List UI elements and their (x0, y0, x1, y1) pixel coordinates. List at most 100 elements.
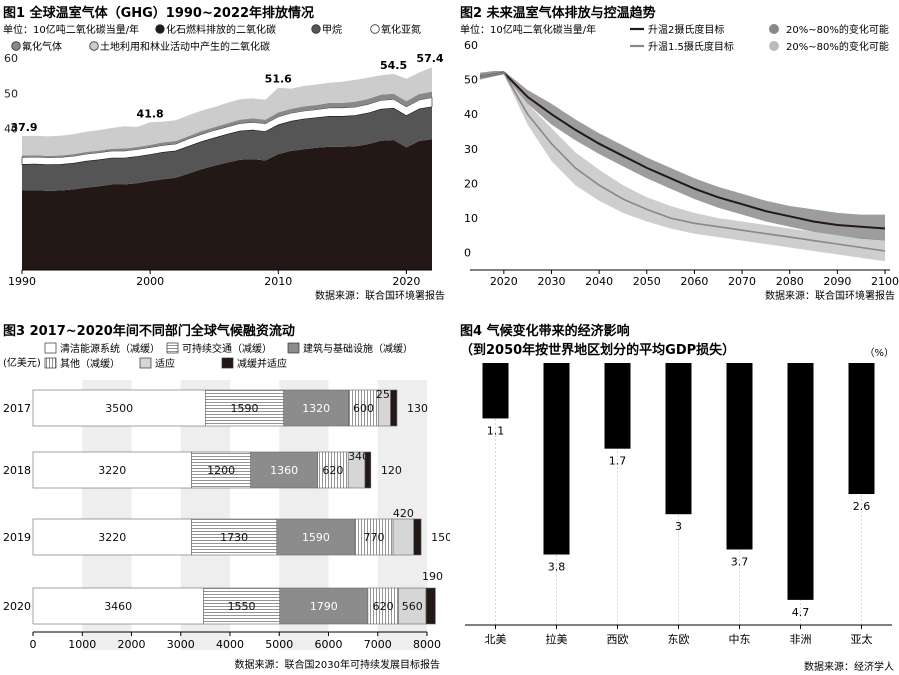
chart3-unit: (亿美元) (3, 356, 41, 369)
chart2-unit: 单位：10亿吨二氧化碳当量/年 (460, 23, 596, 36)
chart4-category-label: 亚太 (851, 633, 873, 646)
chart2-band (480, 71, 885, 262)
chart3-value-label: 600 (353, 402, 374, 415)
chart1-legend-swatch (370, 24, 380, 34)
chart2-x-tick-label: 2020 (490, 275, 518, 288)
chart1-legend-swatch (89, 41, 99, 51)
chart3-legend-label: 建筑与基础设施（减缓） (303, 342, 413, 355)
chart3-bar-segment (364, 451, 372, 489)
chart1-legend-label: 土地利用和林业活动中产生的二氧化碳 (100, 40, 270, 53)
chart4-bar (665, 363, 692, 515)
chart1-legend-label: 化石燃料排放的二氧化碳 (166, 23, 276, 36)
chart1-value-label: 57.4 (416, 52, 443, 65)
chart4-value-label: 1.7 (609, 455, 627, 468)
chart3-value-label: 3220 (98, 531, 126, 544)
chart3-category-label: 2020 (3, 600, 31, 613)
chart1-y-tick-label: 10 (4, 229, 18, 242)
chart4-value-label: 3.7 (731, 555, 749, 568)
chart3-value-label: 1730 (220, 531, 248, 544)
chart4-value-label: 2.6 (853, 500, 871, 513)
chart4-value-label: 1.1 (487, 424, 505, 437)
chart1-x-tick-label: 2020 (392, 275, 420, 288)
chart3-value-label: 620 (322, 464, 343, 477)
chart2-series-line (479, 71, 886, 230)
chart4-axes: 北美 拉美 西欧 东欧 中东 非洲 亚太 (465, 624, 892, 646)
chart4-bar (604, 363, 631, 449)
chart2-legend-label: 升温1.5摄氏度目标 (648, 40, 734, 53)
chart3-x-tick-label: 2000 (118, 638, 146, 651)
chart1-legend-swatch (311, 24, 321, 34)
chart2-x-tick-label: 2060 (680, 275, 708, 288)
chart3-legend-swatch (287, 342, 300, 354)
chart1-x-tick-label: 2010 (264, 275, 292, 288)
chart2-legend-swatch (769, 41, 779, 51)
chart1-y-tick-label: 20 (4, 193, 18, 206)
chart3-value-label: 340 (348, 450, 369, 463)
chart3-value-label: 1200 (207, 464, 235, 477)
chart1-y-tick-label: 50 (4, 87, 18, 100)
chart3-bar-segment (279, 587, 369, 625)
chart3-value-label: 560 (402, 600, 423, 613)
chart1-unit: 单位：10亿吨二氧化碳当量/年 (3, 23, 139, 36)
chart4-value-label: 3.8 (548, 561, 566, 574)
chart2-x-tick-label: 2070 (728, 275, 756, 288)
chart3-value-label: 770 (364, 531, 385, 544)
chart3-legend-label: 其他（减缓） (60, 357, 120, 370)
chart3-bar-segment (367, 587, 399, 625)
chart1-value-label: 54.5 (380, 59, 407, 72)
chart4-unit: （%） (864, 347, 894, 359)
chart3-axes: 2017 2018 2019 2020 0 1000 2000 3000 4000 5000 600… (3, 402, 441, 651)
chart3-bar-segment (32, 518, 192, 556)
chart3-x-tick-label: 6000 (315, 638, 343, 651)
chart3-title: 图3 2017~2020年间不同部门全球气候融资流动 (3, 323, 295, 339)
chart3-source: 数据来源：联合国2030年可持续发展目标报告 (235, 658, 440, 671)
chart3-value-label: 130 (407, 402, 428, 415)
chart1-y-tick-label: 60 (4, 52, 18, 65)
chart4-bar (848, 363, 875, 495)
chart1-legend-label: 甲烷 (322, 23, 342, 36)
chart2-band (480, 71, 885, 241)
chart3-value-label: 3460 (104, 600, 132, 613)
chart2-legend-label: 20%~80%的变化可能 (786, 23, 889, 36)
chart4-category-label: 拉美 (546, 632, 568, 646)
chart4-value-label: 4.7 (792, 606, 810, 619)
chart3-x-tick-label: 4000 (216, 638, 244, 651)
chart3-bar-segment (203, 587, 281, 625)
chart2-legend-label: 20%~80%的变化可能 (786, 40, 889, 53)
chart1-plot-area (21, 67, 433, 270)
chart4-bar (482, 363, 509, 419)
chart4-category-label: 北美 (485, 633, 507, 646)
chart3-bar-segment (348, 389, 379, 427)
chart3-legend-label: 清洁能源系统（减缓） (60, 342, 160, 355)
chart2-series-line (479, 71, 886, 252)
chart3-category-label: 2019 (3, 531, 31, 544)
chart3-value-label: 3500 (105, 402, 133, 415)
chart3-value-label: 3220 (98, 464, 126, 477)
chart1-area-series (22, 91, 432, 158)
chart3-value-label: 420 (393, 507, 414, 520)
chart3-bar-segment (276, 518, 356, 556)
chart1-area-series (22, 106, 432, 191)
chart2-x-tick-label: 2040 (585, 275, 613, 288)
chart3-legend-swatch (221, 357, 234, 369)
chart2-y-tick-label: 0 (464, 247, 471, 260)
chart1-value-label: 41.8 (137, 107, 164, 120)
chart3-bar-segment (191, 518, 278, 556)
chart3-bar-segment (398, 587, 427, 625)
chart1-legend-swatch (155, 24, 165, 34)
chart3-x-tick-label: 3000 (167, 638, 195, 651)
chart4-bar (726, 363, 753, 550)
chart3-x-tick-label: 1000 (68, 638, 96, 651)
chart2-y-tick-label: 40 (464, 108, 478, 121)
chart3-bar-segment (205, 389, 284, 427)
chart1-y-tick-label: 40 (4, 123, 18, 136)
chart3-value-label: 1590 (302, 531, 330, 544)
chart3-bar-segment (392, 518, 415, 556)
chart1-title: 图1 全球温室气体（GHG）1990~2022年排放情况 (3, 5, 314, 21)
chart1-value-label: 37.9 (10, 121, 37, 134)
chart3-bar-segment (425, 587, 436, 625)
